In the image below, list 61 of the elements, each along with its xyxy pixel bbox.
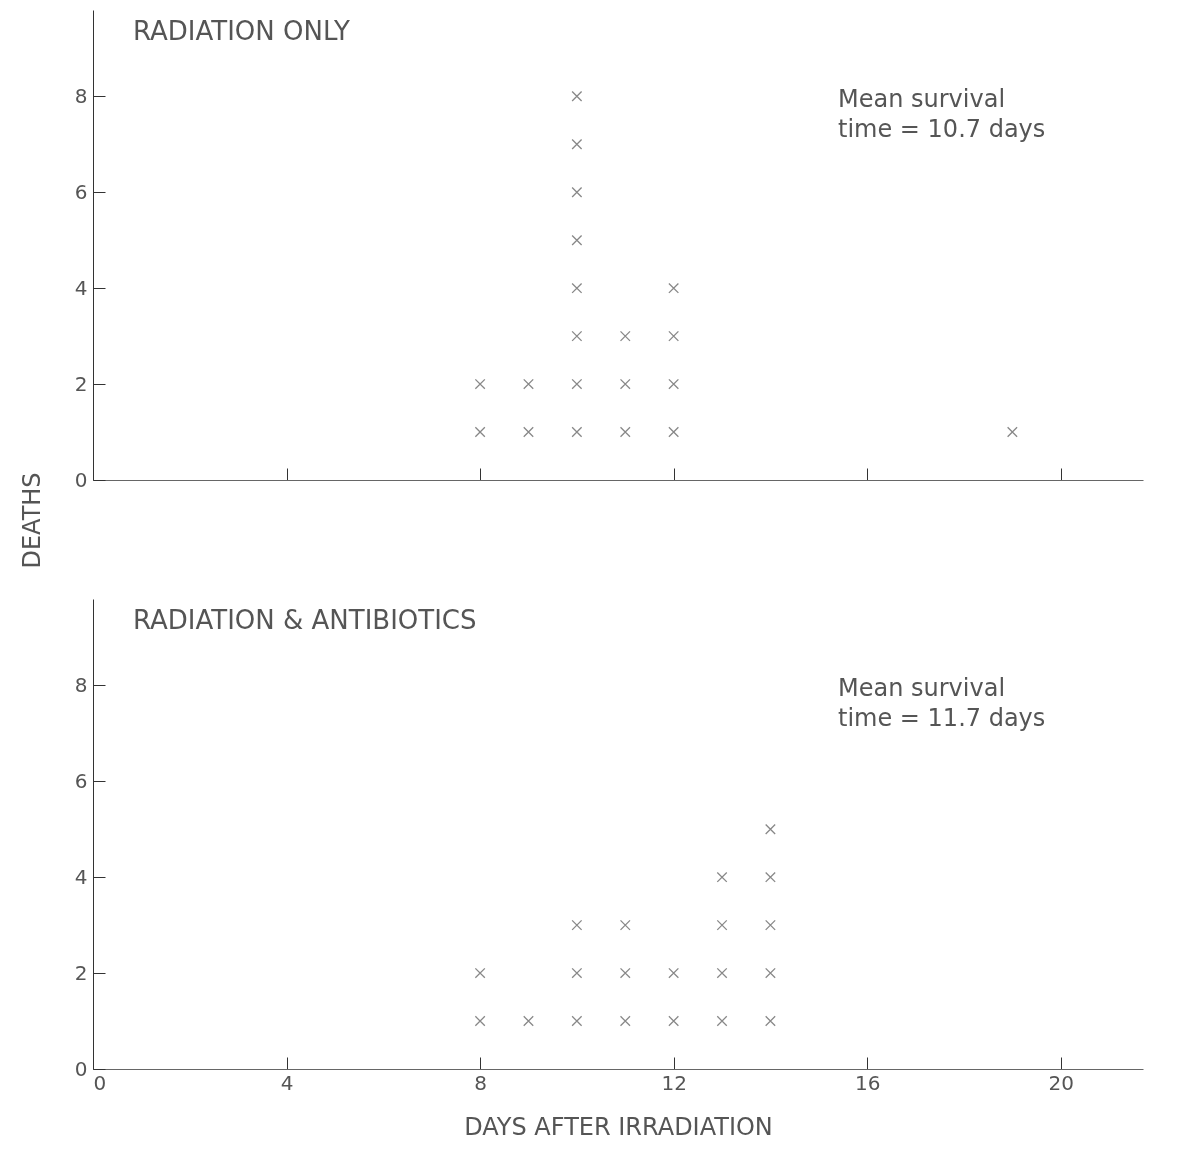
point (571, 330, 583, 342)
point (765, 967, 776, 979)
x-tick-label: 12 (661, 1070, 687, 1095)
point (571, 1015, 583, 1027)
point (523, 378, 534, 390)
annotation: Mean survival time = 11.7 days (838, 674, 1046, 732)
x-axis-title: DAYS AFTER IRRADIATION (464, 1112, 773, 1141)
point (474, 378, 486, 390)
y-tick-label: 0 (74, 467, 88, 492)
point (571, 138, 583, 150)
point (668, 967, 680, 979)
point (619, 426, 631, 438)
point (523, 1015, 534, 1027)
y-axis-title: DEATHS (17, 472, 46, 569)
point (1006, 426, 1018, 438)
y-tick-label: 6 (74, 768, 88, 793)
point (474, 1015, 486, 1027)
x-tick-label: 4 (280, 1070, 294, 1095)
x-tick-label: 16 (854, 1070, 881, 1095)
point (619, 1015, 631, 1027)
point (765, 1015, 776, 1027)
point (668, 426, 680, 438)
point (619, 330, 631, 342)
point (716, 1015, 728, 1027)
point (668, 1015, 680, 1027)
point (716, 919, 728, 931)
y-tick-label: 8 (74, 83, 88, 108)
chart-title: RADIATION ONLY (133, 16, 350, 46)
point (474, 967, 486, 979)
point (619, 967, 631, 979)
point (668, 282, 680, 294)
point (571, 282, 583, 294)
point (619, 378, 631, 390)
point (474, 426, 486, 438)
y-tick-label: 6 (74, 179, 88, 204)
point (571, 378, 583, 390)
y-tick-label: 2 (74, 371, 88, 396)
x-tick-label: 20 (1048, 1070, 1074, 1095)
y-tick-label: 2 (74, 960, 88, 985)
x-tick-label: 0 (93, 1070, 107, 1095)
point (571, 919, 583, 931)
x-tick-label: 8 (474, 1070, 487, 1095)
point (619, 919, 631, 931)
point (668, 330, 680, 342)
point (765, 871, 776, 883)
y-tick-label: 8 (74, 672, 88, 697)
point (571, 234, 583, 246)
point (716, 871, 728, 883)
point (765, 823, 776, 835)
point (571, 426, 583, 438)
y-tick-label: 4 (74, 864, 88, 889)
point (571, 967, 583, 979)
point (716, 967, 728, 979)
point (765, 919, 776, 931)
point (571, 186, 583, 198)
point (571, 90, 583, 102)
chart-title: RADIATION & ANTIBIOTICS (133, 605, 477, 635)
y-tick-label: 4 (74, 275, 88, 300)
point (523, 426, 534, 438)
point (668, 378, 680, 390)
annotation: Mean survival time = 10.7 days (838, 85, 1046, 143)
